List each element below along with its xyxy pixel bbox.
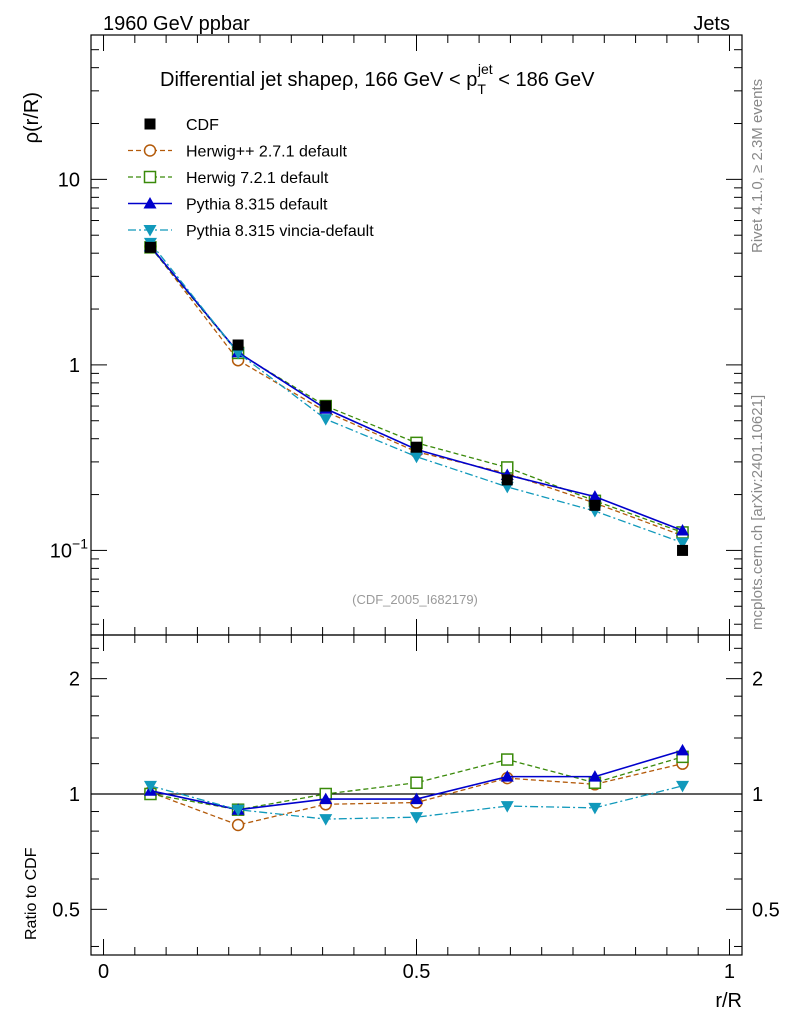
chart-title-main: Differential jet shapeρ, 166 GeV < p [160, 69, 477, 91]
main-series-3-point [676, 524, 690, 536]
ratio-ytick-label: 0.5 [52, 899, 80, 921]
ratio-series-3-point [500, 770, 514, 782]
legend: CDF Herwig++ 2.7.1 default Herwig 7.2.1 de… [128, 117, 374, 240]
main-series-3-point [588, 490, 602, 502]
rivet-label: Rivet 4.1.0, ≥ 2.3M events [749, 79, 766, 253]
ratio-ytick-label-right: 2 [752, 669, 763, 691]
xtick-label: 0.5 [403, 961, 431, 983]
ratio-series-4-point [588, 802, 602, 815]
legend-label: Herwig++ 2.7.1 default [186, 144, 348, 161]
ratio-ytick-label: 1 [69, 784, 80, 806]
main-series-cdf-point [677, 544, 689, 556]
legend-label: Pythia 8.315 default [186, 197, 328, 214]
ratio-series-2-point [410, 776, 423, 789]
chart-title-sub: T [477, 81, 486, 97]
ratio-series-4-point [500, 801, 514, 813]
main-series-cdf-point [589, 499, 601, 511]
chart-title-sup: jet [477, 61, 493, 77]
ratio-series-4-point [410, 812, 423, 824]
main-ytick-label: 10−1 [50, 535, 88, 562]
main-series-1-line [149, 246, 683, 537]
header-right: Jets [693, 13, 730, 35]
xtick-label: 1 [724, 961, 735, 983]
ratio-series-4-point [676, 780, 690, 793]
main-series-4-point [676, 537, 690, 550]
legend-marker [144, 118, 156, 130]
xtick-label: 0 [98, 961, 109, 983]
ratio-ytick-label-right: 0.5 [752, 899, 780, 921]
main-series-cdf-point [232, 339, 244, 351]
ratio-series-3-point [676, 743, 690, 756]
legend-label: Herwig 7.2.1 default [186, 170, 329, 187]
analysis-tag: (CDF_2005_I682179) [352, 592, 478, 607]
main-series-cdf-point [501, 474, 513, 486]
main-series-3-line [149, 245, 683, 532]
main-series-4-point [231, 347, 245, 360]
ratio-series-3-point [588, 770, 602, 782]
ratio-series-4-point [143, 780, 157, 793]
series-group [143, 237, 690, 832]
ratio-ylabel: Ratio to CDF [23, 847, 40, 940]
legend-marker [143, 197, 157, 209]
legend-marker [143, 225, 157, 237]
ratio-ytick-label: 2 [69, 669, 80, 691]
ratio-series-4-point [319, 814, 333, 826]
chart-title: Differential jet shapeρ, 166 GeV < pTjet… [160, 61, 595, 97]
ratio-ytick-label-right: 1 [752, 784, 763, 806]
ratio-series-3-point [319, 792, 333, 805]
ratio-series-1-point [231, 818, 245, 832]
main-series-cdf-point [411, 441, 422, 453]
header-left: 1960 GeV ppbar [103, 13, 250, 35]
chart-title-tail: < 186 GeV [493, 69, 595, 91]
mcplots-label: mcplots.cern.ch [arXiv:2401.10621] [749, 395, 766, 630]
main-series-4-point [410, 451, 423, 464]
legend-label: CDF [186, 117, 219, 134]
ratio-series-2-point [501, 753, 514, 766]
main-ytick-label: 1 [69, 355, 80, 377]
legend-marker [143, 170, 157, 184]
main-ytick-label: 10 [58, 169, 80, 191]
main-series-2-line [149, 246, 683, 534]
ratio-series-4-point [231, 804, 245, 817]
axes-group: 10 1 10−1 2 2 1 1 0.5 0.5 0 0.5 1 [50, 34, 780, 983]
main-series-4-line [149, 242, 683, 544]
main-series-cdf-point [144, 241, 156, 253]
main-series-4-point [319, 414, 333, 426]
x-axis-label: r/R [715, 990, 742, 1012]
legend-label: Pythia 8.315 vincia-default [186, 223, 374, 240]
main-ylabel: ρ(r/R) [21, 92, 43, 143]
legend-marker [143, 144, 157, 157]
ratio-series-3-point [410, 792, 423, 805]
main-series-cdf-point [320, 400, 332, 412]
